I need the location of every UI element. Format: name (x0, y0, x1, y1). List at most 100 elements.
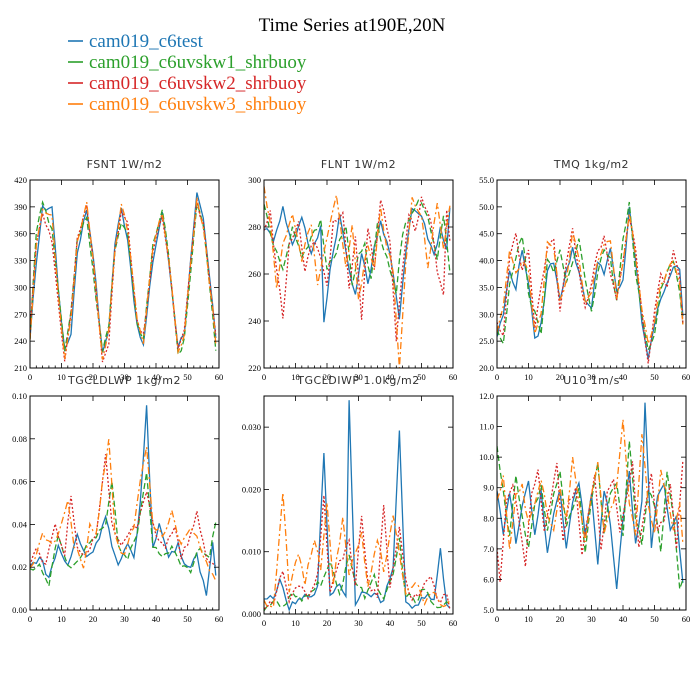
legend-label: cam019_c6uvskw3_shrbuoy (89, 94, 307, 115)
y-tick-label: 55.0 (479, 175, 494, 185)
y-tick-label: 0.10 (12, 391, 27, 401)
x-tick-label: 30 (587, 614, 596, 624)
series-line (30, 472, 217, 589)
y-tick-label: 9.0 (483, 483, 494, 493)
x-tick-label: 40 (152, 614, 161, 624)
series-line (264, 199, 451, 294)
series-line (264, 537, 451, 612)
x-tick-label: 60 (682, 614, 691, 624)
x-tick-label: 40 (619, 614, 628, 624)
legend-entry: cam019_c6uvskw2_shrbuoy (68, 73, 307, 94)
x-tick-label: 20 (89, 372, 98, 382)
series-line (497, 213, 684, 344)
x-tick-label: 20 (556, 614, 565, 624)
legend-entry: cam019_c6uvskw3_shrbuoy (68, 94, 307, 115)
y-tick-label: 390 (14, 202, 27, 212)
x-tick-label: 60 (682, 372, 691, 382)
x-tick-label: 10 (524, 372, 533, 382)
x-tick-label: 10 (57, 372, 66, 382)
legend-entry: cam019_c6test (68, 31, 204, 52)
chart-panel: TGCLDIWP 1.0kg/m2 0 10 20 30 40 50 60 0.000 0.010… (242, 374, 457, 628)
y-tick-label: 300 (248, 175, 261, 185)
x-tick-label: 40 (152, 372, 161, 382)
x-tick-label: 50 (183, 614, 192, 624)
y-tick-label: 240 (14, 336, 27, 346)
panel-title: TGCLDLWP 1kg/m2 (67, 374, 181, 387)
y-tick-label: 0.02 (12, 562, 27, 572)
legend-label: cam019_c6test (89, 31, 204, 52)
series-line (264, 495, 451, 610)
y-tick-label: 220 (248, 363, 261, 373)
x-tick-label: 50 (417, 372, 426, 382)
series-line (264, 186, 451, 368)
y-tick-label: 260 (248, 269, 261, 279)
series-line (497, 441, 684, 590)
series-line (497, 218, 684, 364)
y-tick-label: 35.0 (479, 282, 494, 292)
y-tick-label: 0.000 (242, 609, 261, 619)
y-tick-label: 45.0 (479, 229, 494, 239)
panel-title: TMQ 1kg/m2 (553, 158, 629, 171)
legend-entry: cam019_c6uvskw1_shrbuoy (68, 52, 307, 73)
y-tick-label: 0.010 (242, 547, 261, 557)
x-tick-label: 0 (262, 372, 266, 382)
series-line (30, 439, 217, 582)
x-tick-label: 30 (354, 372, 363, 382)
y-tick-label: 0.020 (242, 484, 261, 494)
y-tick-label: 420 (14, 175, 27, 185)
x-tick-label: 60 (215, 614, 224, 624)
x-tick-label: 0 (28, 372, 32, 382)
y-tick-label: 0.00 (12, 605, 27, 615)
plot-frame (29, 179, 220, 369)
x-tick-label: 20 (323, 618, 332, 628)
y-tick-label: 360 (14, 229, 27, 239)
x-tick-label: 20 (323, 372, 332, 382)
series-line (264, 492, 451, 609)
y-tick-label: 0.04 (12, 519, 28, 529)
y-tick-label: 10.0 (479, 452, 494, 462)
y-tick-label: 20.0 (479, 363, 494, 373)
chart-panel: U10 1m/s 0 10 20 30 40 50 60 5.0 6.0 7.0 8.0 9.0 10.0… (479, 374, 690, 624)
x-tick-label: 30 (120, 372, 129, 382)
x-tick-label: 10 (524, 614, 533, 624)
panel-title: FLNT 1W/m2 (321, 158, 396, 171)
y-tick-label: 280 (248, 222, 261, 232)
x-tick-label: 10 (291, 372, 300, 382)
y-tick-label: 40.0 (479, 256, 494, 266)
x-tick-label: 40 (386, 372, 395, 382)
y-tick-label: 0.030 (242, 422, 261, 432)
series-line (497, 206, 684, 360)
figure-title: Time Series at190E,20N (259, 15, 446, 36)
x-tick-label: 20 (556, 372, 565, 382)
x-tick-label: 30 (587, 372, 596, 382)
x-tick-label: 40 (386, 618, 395, 628)
chart-panel: TMQ 1kg/m2 0 10 20 30 40 50 60 20.0 25.0 30.0 35.0 4… (479, 158, 690, 382)
x-tick-label: 0 (262, 618, 266, 628)
y-tick-label: 6.0 (483, 574, 494, 584)
y-tick-label: 50.0 (479, 202, 494, 212)
x-tick-label: 50 (650, 614, 659, 624)
y-tick-label: 5.0 (483, 605, 494, 615)
y-tick-label: 25.0 (479, 336, 494, 346)
x-tick-label: 10 (291, 618, 300, 628)
y-tick-label: 30.0 (479, 309, 494, 319)
y-tick-label: 300 (14, 282, 27, 292)
series-line (30, 199, 217, 356)
x-tick-label: 30 (354, 618, 363, 628)
x-tick-label: 60 (449, 372, 458, 382)
y-tick-label: 12.0 (479, 391, 494, 401)
x-tick-label: 50 (183, 372, 192, 382)
y-tick-label: 0.08 (12, 434, 27, 444)
panel-title: TGCLDIWP 1.0kg/m2 (296, 374, 420, 387)
series-line (497, 201, 684, 352)
y-tick-label: 210 (14, 363, 27, 373)
series-line (497, 419, 684, 550)
x-tick-label: 50 (650, 372, 659, 382)
y-tick-label: 330 (14, 256, 27, 266)
plot-frame (263, 395, 454, 615)
legend: cam019_c6testcam019_c6uvskw1_shrbuoycam0… (68, 31, 307, 115)
series-line (264, 400, 451, 612)
x-tick-label: 0 (28, 614, 32, 624)
x-tick-label: 60 (215, 372, 224, 382)
